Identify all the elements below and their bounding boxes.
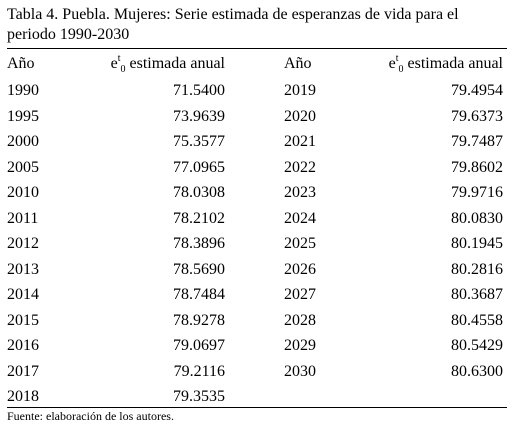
year-cell: 2012: [7, 235, 39, 252]
life-expectancy-cell: 78.3896: [173, 235, 225, 252]
year-cell: 2013: [7, 261, 39, 278]
life-expectancy-cell: 78.5690: [173, 261, 225, 278]
life-expectancy-cell: 79.8602: [451, 159, 503, 176]
life-expectancy-cell: 80.2816: [451, 261, 503, 278]
year-cell: 2005: [7, 159, 39, 176]
life-expectancy-cell: 79.7487: [451, 133, 503, 150]
year-cell: 2018: [7, 388, 39, 405]
header-label-rest: estimada anual: [403, 55, 503, 72]
year-cell: 2011: [7, 210, 39, 227]
year-cell: 2016: [7, 337, 39, 354]
life-expectancy-cell: 78.7484: [173, 286, 225, 303]
year-cell: 2017: [7, 363, 39, 380]
year-cell: 2022: [284, 159, 316, 176]
life-expectancy-cell: 71.5400: [173, 82, 225, 99]
life-expectancy-cell: 73.9639: [173, 108, 225, 125]
life-expectancy-cell: 75.3577: [173, 133, 225, 150]
life-expectancy-cell: 80.4558: [451, 312, 503, 329]
header-label-rest: estimada anual: [125, 55, 225, 72]
bottom-rule: [7, 407, 507, 408]
life-expectancy-cell: 77.0965: [173, 159, 225, 176]
life-expectancy-cell: 79.0697: [173, 337, 225, 354]
year-cell: 1995: [7, 108, 39, 125]
year-cell: 2020: [284, 108, 316, 125]
year-cell: 2000: [7, 133, 39, 150]
life-expectancy-cell: 79.9716: [451, 184, 503, 201]
year-cell: 2010: [7, 184, 39, 201]
header-value-left: et0 estimada anual: [110, 53, 225, 76]
year-cell: 2029: [284, 337, 316, 354]
life-expectancy-cell: 79.2116: [173, 363, 225, 380]
life-expectancy-cell: 79.6373: [451, 108, 503, 125]
year-cell: 1990: [7, 82, 39, 99]
table-caption: Tabla 4. Puebla. Mujeres: Serie estimada…: [7, 6, 459, 43]
life-expectancy-cell: 80.3687: [451, 286, 503, 303]
header-e: e: [110, 55, 118, 72]
year-cell: 2024: [284, 210, 316, 227]
year-cell: 2025: [284, 235, 316, 252]
header-sup: t: [395, 53, 399, 64]
life-expectancy-cell: 80.1945: [451, 235, 503, 252]
top-rule: [7, 48, 507, 49]
source-note: Fuente: elaboración de los autores.: [7, 409, 174, 423]
life-expectancy-cell: 79.4954: [451, 82, 503, 99]
life-expectancy-cell: 80.5429: [451, 337, 503, 354]
year-cell: 2019: [284, 82, 316, 99]
header-year-left: Año: [7, 55, 35, 72]
year-cell: 2030: [284, 363, 316, 380]
life-expectancy-cell: 80.0830: [451, 210, 503, 227]
year-cell: 2026: [284, 261, 316, 278]
header-e: e: [388, 55, 396, 72]
life-expectancy-cell: 79.3535: [173, 388, 225, 405]
year-cell: 2027: [284, 286, 316, 303]
header-sub: 0: [398, 64, 404, 75]
year-cell: 2021: [284, 133, 316, 150]
year-cell: 2015: [7, 312, 39, 329]
header-value-right: et0 estimada anual: [388, 53, 503, 76]
header-sub: 0: [120, 64, 126, 75]
header-sup: t: [117, 53, 121, 64]
year-cell: 2023: [284, 184, 316, 201]
year-cell: 2028: [284, 312, 316, 329]
life-expectancy-cell: 78.0308: [173, 184, 225, 201]
year-cell: 2014: [7, 286, 39, 303]
header-year-right: Año: [284, 55, 312, 72]
life-expectancy-cell: 78.9278: [173, 312, 225, 329]
life-expectancy-cell: 80.6300: [451, 363, 503, 380]
life-expectancy-cell: 78.2102: [173, 210, 225, 227]
